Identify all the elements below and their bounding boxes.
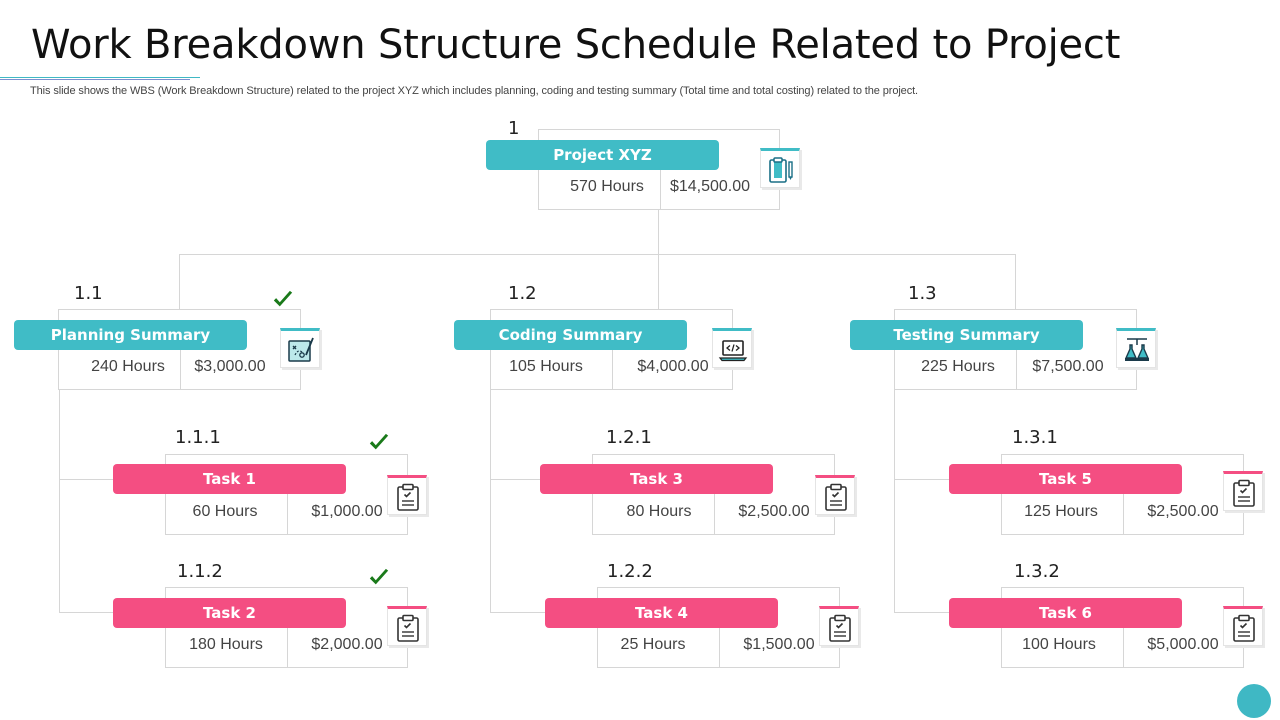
connector-to-testing [1015, 254, 1016, 310]
lab-flask-icon [1116, 328, 1156, 368]
node-cost: $7,500.00 [1032, 358, 1104, 375]
node-cost: $14,500.00 [669, 178, 751, 195]
title-underline-accent-secondary [0, 79, 190, 80]
node-number-task4: 1.2.2 [607, 561, 653, 582]
checklist-icon [387, 475, 427, 515]
node-number-task2: 1.1.2 [177, 561, 223, 582]
checklist-icon [819, 606, 859, 646]
page-title: Work Breakdown Structure Schedule Relate… [31, 22, 1121, 68]
node-cost: $4,000.00 [637, 358, 709, 375]
node-hours: 25 Hours [620, 636, 686, 653]
node-label-task6: Task 6 [949, 598, 1182, 628]
clipboard-pencil-icon [760, 148, 800, 188]
node-cost: $2,000.00 [311, 636, 383, 653]
laptop-code-icon [712, 328, 752, 368]
node-number-task5: 1.3.1 [1012, 427, 1058, 448]
title-underline-accent [0, 77, 200, 78]
checklist-icon [1223, 606, 1263, 646]
connector-task4 [490, 612, 547, 613]
node-number-task6: 1.3.2 [1014, 561, 1060, 582]
strategy-board-icon [280, 328, 320, 368]
connector-task6 [894, 612, 951, 613]
node-hours: 180 Hours [189, 636, 263, 653]
node-label-task2: Task 2 [113, 598, 346, 628]
checklist-icon [1223, 471, 1263, 511]
node-number-coding: 1.2 [508, 283, 537, 304]
node-label-testing: Testing Summary [850, 320, 1083, 350]
node-label-root: Project XYZ [486, 140, 719, 170]
connector-root-stem [658, 209, 659, 255]
node-number-planning: 1.1 [74, 283, 103, 304]
checklist-icon [815, 475, 855, 515]
node-hours: 105 Hours [509, 358, 583, 375]
node-cost: $5,000.00 [1147, 636, 1219, 653]
connector-task1 [59, 479, 116, 480]
connector-task3 [490, 479, 542, 480]
node-cost: $1,500.00 [743, 636, 815, 653]
node-number-task1: 1.1.1 [175, 427, 221, 448]
node-label-task1: Task 1 [113, 464, 346, 494]
node-number-root: 1 [508, 118, 520, 139]
connector-to-planning [179, 254, 180, 310]
node-label-task3: Task 3 [540, 464, 773, 494]
checklist-icon [387, 606, 427, 646]
connector-task2 [59, 612, 116, 613]
node-label-task4: Task 4 [545, 598, 778, 628]
node-hours: 240 Hours [91, 358, 165, 375]
connector-testing-tasks [894, 389, 895, 613]
node-hours: 570 Hours [570, 178, 644, 195]
node-hours: 80 Hours [626, 503, 692, 520]
node-number-task3: 1.2.1 [606, 427, 652, 448]
connector-coding-tasks [490, 389, 491, 613]
connector-planning-tasks [59, 389, 60, 613]
page-subtitle: This slide shows the WBS (Work Breakdown… [30, 85, 919, 97]
check-icon [272, 289, 294, 311]
connector-to-coding [658, 254, 659, 310]
check-icon [368, 567, 390, 589]
connector-summary-bus [179, 254, 1016, 255]
node-cost: $1,000.00 [311, 503, 383, 520]
node-label-task5: Task 5 [949, 464, 1182, 494]
connector-task5 [894, 479, 951, 480]
node-label-planning: Planning Summary [14, 320, 247, 350]
node-label-coding: Coding Summary [454, 320, 687, 350]
node-hours: 225 Hours [921, 358, 995, 375]
node-cost: $2,500.00 [1147, 503, 1219, 520]
node-cost: $2,500.00 [738, 503, 810, 520]
node-hours: 60 Hours [192, 503, 258, 520]
decorative-corner-circle [1237, 684, 1271, 718]
node-hours: 125 Hours [1024, 503, 1098, 520]
check-icon [368, 432, 390, 454]
node-number-testing: 1.3 [908, 283, 937, 304]
node-cost: $3,000.00 [194, 358, 266, 375]
node-hours: 100 Hours [1022, 636, 1096, 653]
